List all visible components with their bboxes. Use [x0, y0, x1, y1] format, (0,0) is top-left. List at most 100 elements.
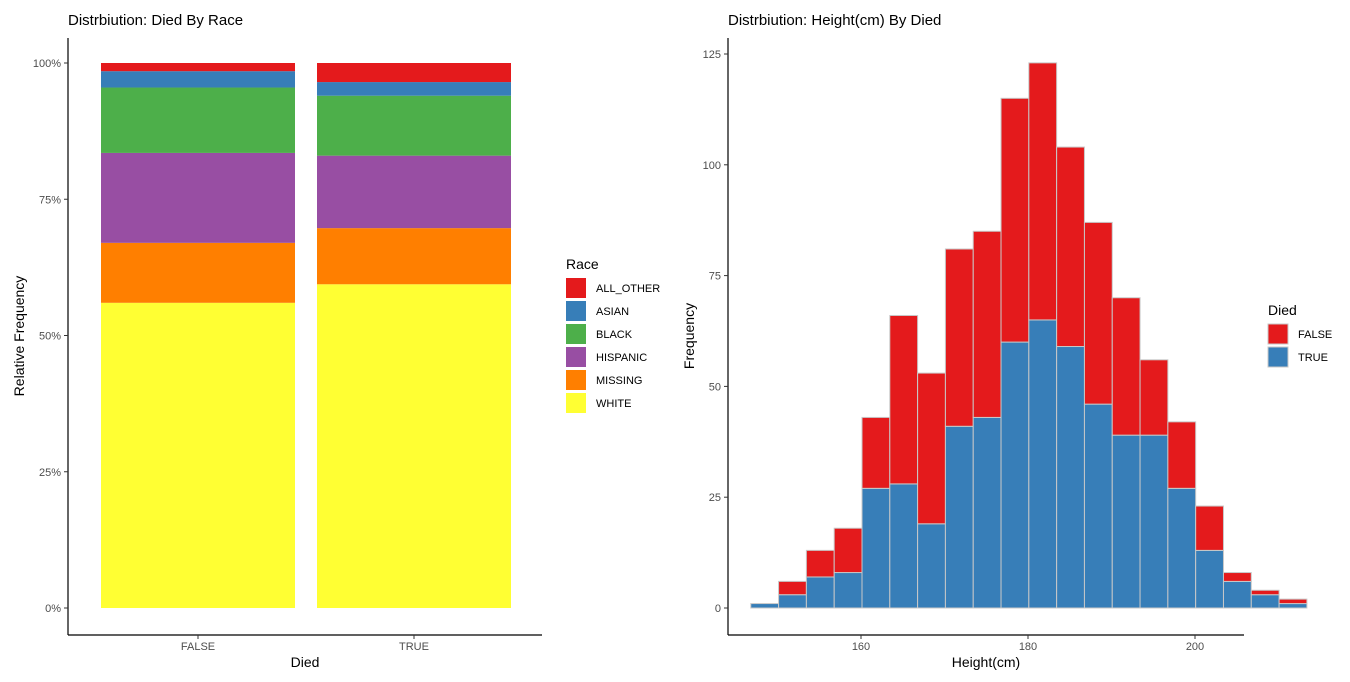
hist-bar-true [1083, 403, 1113, 609]
legend-swatch-asian [566, 301, 586, 321]
bar-segment-false-hispanic [101, 152, 295, 243]
left-y-ticks: 0% 25% 50% 75% 100% [33, 58, 68, 615]
left-y-tick-label: 25% [39, 467, 61, 479]
left-y-tick-label: 75% [39, 194, 61, 206]
left-x-tick-label: TRUE [399, 641, 429, 653]
legend-swatch-false [1267, 323, 1289, 345]
right-y-ticks: 0 25 50 75 100 125 [703, 49, 728, 615]
hist-bar-false [1139, 359, 1169, 436]
hist-bar-true [944, 425, 974, 609]
right-y-tick-label: 0 [715, 603, 721, 615]
left-bars-group [101, 63, 511, 608]
right-chart-panel: Distrbiution: Height(cm) By Died 0 25 50 75… [681, 12, 1332, 670]
right-y-axis-title: Frequency [681, 303, 697, 369]
legend-label-true: TRUE [1298, 352, 1328, 364]
hist-bar-false [1195, 505, 1224, 551]
hist-bar-true [1167, 487, 1197, 609]
hist-bar-false [1222, 572, 1252, 582]
bar-segment-true-all-other [317, 63, 511, 83]
left-legend-title: Race [566, 256, 599, 272]
bar-segment-true-hispanic [317, 155, 511, 229]
hist-bar-false [861, 416, 891, 489]
legend-label-black: BLACK [596, 329, 633, 341]
hist-bar-false [1278, 598, 1308, 605]
left-y-tick-label: 50% [39, 331, 61, 343]
right-chart-title: Distrbiution: Height(cm) By Died [728, 12, 941, 29]
hist-bar-true [917, 523, 946, 609]
hist-bar-true [1056, 346, 1085, 609]
right-x-tick-label: 160 [852, 641, 870, 653]
hist-bar-true [1111, 434, 1141, 609]
legend-label-white: WHITE [596, 398, 631, 410]
right-y-tick-label: 50 [709, 381, 721, 393]
hist-bar-true [861, 487, 891, 609]
bar-segment-false-all-other [101, 63, 295, 72]
left-y-tick-label: 100% [33, 58, 61, 70]
legend-swatch-black [566, 324, 586, 344]
hist-bar-false [805, 549, 835, 578]
hist-bar-true [1000, 341, 1030, 609]
left-chart-title: Distrbiution: Died By Race [68, 12, 243, 29]
hist-bar-false [972, 230, 1002, 418]
hist-bar-true [1139, 434, 1169, 609]
legend-label-hispanic: HISPANIC [596, 352, 647, 364]
left-chart-panel: Distrbiution: Died By Race 0% 25% 50% 75% 10… [11, 12, 660, 670]
hist-bar-false [1028, 62, 1058, 321]
legend-swatch-all-other [566, 278, 586, 298]
right-x-ticks: 160 180 200 [852, 635, 1204, 653]
hist-bar-true [1195, 549, 1224, 609]
bar-segment-true-asian [317, 82, 511, 96]
bar-segment-false-white [101, 302, 295, 608]
hist-bar-false [944, 248, 974, 427]
bar-segment-true-white [317, 284, 511, 608]
right-x-tick-label: 200 [1186, 641, 1204, 653]
hist-bar-true [1222, 580, 1252, 609]
hist-bar-true [972, 416, 1002, 609]
right-bars-group [750, 62, 1308, 609]
right-y-tick-label: 75 [709, 271, 721, 283]
hist-bar-true [1278, 603, 1308, 609]
right-y-tick-label: 25 [709, 492, 721, 504]
hist-bar-false [1083, 221, 1113, 405]
hist-bar-false [1111, 297, 1141, 436]
legend-label-all-other: ALL_OTHER [596, 283, 660, 295]
legend-label-false: FALSE [1298, 329, 1332, 341]
right-x-axis-title: Height(cm) [952, 654, 1020, 670]
hist-bar-false [1250, 589, 1280, 596]
bar-segment-true-black [317, 95, 511, 156]
legend-swatch-hispanic [566, 347, 586, 367]
right-y-tick-label: 125 [703, 49, 721, 61]
legend-label-missing: MISSING [596, 375, 642, 387]
bar-segment-false-asian [101, 71, 295, 88]
hist-bar-false [1000, 97, 1030, 343]
bar-segment-true-missing [317, 228, 511, 285]
left-y-tick-label: 0% [45, 603, 61, 615]
hist-bar-true [889, 483, 919, 609]
hist-bar-false [833, 527, 863, 574]
left-legend: Race ALL_OTHER ASIAN BLACK HISPANIC MISSING W… [566, 256, 660, 413]
hist-bar-true [1028, 319, 1058, 609]
right-legend: Died FALSE TRUE [1267, 302, 1332, 368]
legend-swatch-true [1267, 346, 1289, 368]
hist-bar-true [805, 576, 835, 609]
left-x-ticks: FALSE TRUE [181, 635, 429, 653]
bar-segment-false-missing [101, 242, 295, 303]
legend-label-asian: ASIAN [596, 306, 629, 318]
hist-bar-true [1250, 594, 1280, 609]
hist-bar-true [833, 572, 863, 609]
hist-bar-false [889, 314, 919, 485]
hist-bar-false [917, 372, 946, 525]
right-x-tick-label: 180 [1019, 641, 1037, 653]
hist-bar-false [1167, 421, 1197, 489]
bar-segment-false-black [101, 87, 295, 153]
legend-swatch-white [566, 393, 586, 413]
hist-bar-false [778, 580, 807, 596]
right-legend-title: Died [1268, 302, 1297, 318]
left-x-tick-label: FALSE [181, 641, 215, 653]
right-y-tick-label: 100 [703, 160, 721, 172]
hist-bar-true [778, 594, 807, 609]
legend-swatch-missing [566, 370, 586, 390]
left-y-axis-title: Relative Frequency [11, 276, 27, 397]
hist-bar-true [750, 603, 780, 609]
